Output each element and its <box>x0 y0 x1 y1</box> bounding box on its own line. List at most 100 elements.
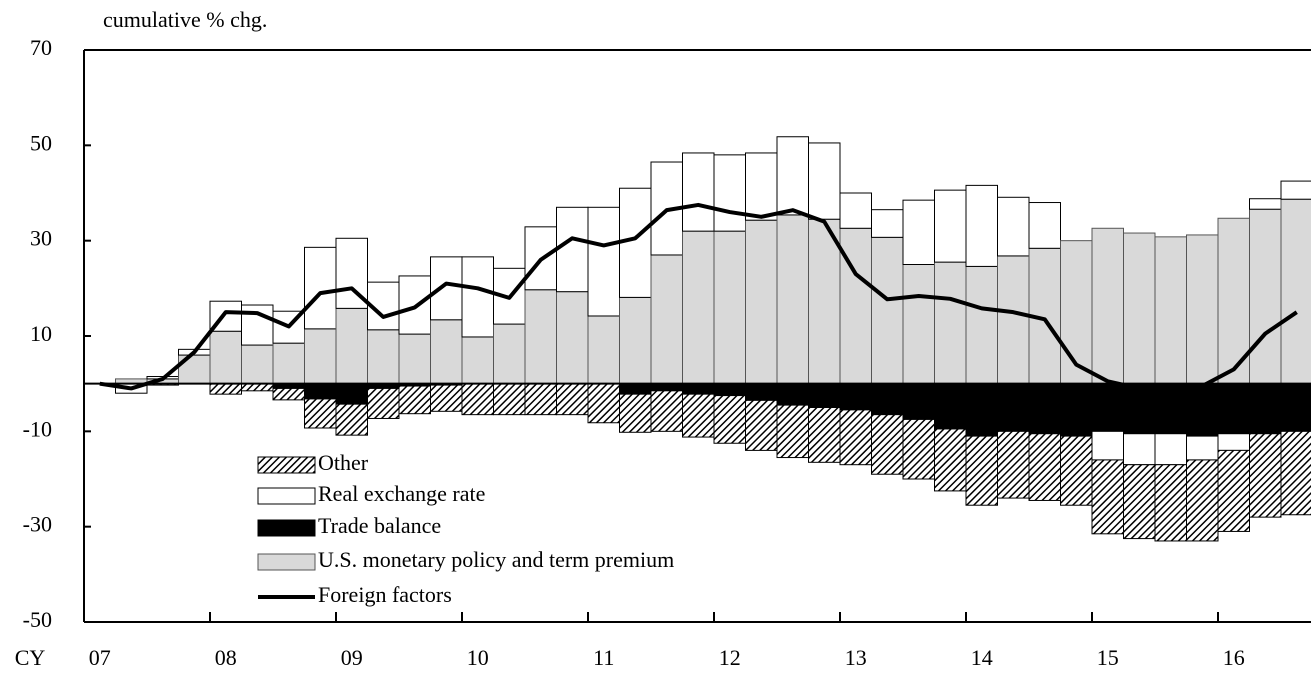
x-tick-label: 12 <box>719 645 741 670</box>
y-tick-label: 10 <box>30 321 52 346</box>
bar-segment <box>871 383 904 416</box>
bar-segment <box>902 199 935 265</box>
bar-segment <box>1028 202 1061 249</box>
legend-swatch <box>257 553 316 571</box>
bar-segment <box>335 383 368 405</box>
bar-segment <box>1091 459 1124 535</box>
bar-segment <box>1280 383 1311 432</box>
bar-segment <box>871 236 904 385</box>
bar-segment <box>776 214 809 385</box>
bar-segment <box>398 385 431 415</box>
legend-swatch <box>257 519 316 537</box>
bar-segment <box>398 333 431 385</box>
bar-segment <box>430 256 463 321</box>
bar-segment <box>934 428 967 492</box>
bar-segment <box>556 291 589 385</box>
bar-segment <box>398 275 431 335</box>
bar-segment <box>650 383 683 392</box>
bar-segment <box>1091 227 1124 385</box>
bar-segment <box>902 383 935 420</box>
bar-segment <box>1249 433 1282 518</box>
bar-segment <box>808 142 841 220</box>
bar-segment <box>209 330 242 385</box>
bar-segment <box>745 152 778 221</box>
bar-segment <box>587 383 620 424</box>
x-axis-label: CY <box>15 645 46 670</box>
bar-segment <box>493 323 526 385</box>
bar-segment <box>713 395 746 444</box>
bar-segment <box>713 383 746 397</box>
x-tick-label: 09 <box>341 645 363 670</box>
bar-segment <box>934 261 967 385</box>
bar-segment <box>1028 383 1061 435</box>
bar-segment <box>682 393 715 438</box>
bar-segment <box>524 289 557 385</box>
bar-segment <box>650 254 683 385</box>
bar-segment <box>1028 433 1061 501</box>
bar-segment <box>1123 232 1156 385</box>
legend-label: Foreign factors <box>318 582 452 607</box>
bar-segment <box>304 398 337 429</box>
bar-segment <box>1154 464 1187 542</box>
bar-segment <box>272 387 305 401</box>
bar-segment <box>367 329 400 385</box>
bar-segment <box>430 319 463 385</box>
bar-segment <box>619 296 652 385</box>
bar-segment <box>304 246 337 330</box>
bar-segment <box>556 383 589 416</box>
bar-segment <box>839 383 872 411</box>
bar-segment <box>902 418 935 480</box>
bar-segment <box>1154 236 1187 385</box>
bar-segment <box>682 152 715 232</box>
bar-segment <box>997 383 1030 432</box>
bar-segment <box>304 383 337 400</box>
bar-segment <box>1249 208 1282 385</box>
line-series <box>99 202 1298 391</box>
legend-swatch <box>257 487 316 505</box>
bar-segment <box>682 383 715 395</box>
legend-label: Real exchange rate <box>318 481 485 506</box>
bar-segment <box>556 206 589 293</box>
bar-segment <box>997 196 1030 257</box>
bar-segment <box>808 407 841 463</box>
legend-swatch <box>257 456 316 474</box>
bar-segment <box>1186 234 1219 385</box>
legend-label: U.S. monetary policy and term premium <box>318 547 674 572</box>
bar-segment <box>839 227 872 385</box>
bar-segment <box>619 393 652 433</box>
bar-segment <box>934 189 967 263</box>
bar-segment <box>745 219 778 385</box>
bar-segment <box>272 342 305 385</box>
bar-segment <box>1091 383 1124 432</box>
bar-segment <box>1154 433 1187 466</box>
bar-segment <box>934 383 967 430</box>
bar-segment <box>682 230 715 385</box>
bar-segment <box>335 403 368 436</box>
y-tick-label: -10 <box>23 416 52 441</box>
y-tick-label: -30 <box>23 512 52 537</box>
y-axis-label: cumulative % chg. <box>103 7 267 32</box>
bar-segment <box>241 344 274 385</box>
bar-segment <box>430 384 463 412</box>
bar-segment <box>871 414 904 475</box>
bar-segment <box>1280 198 1311 385</box>
bar-segment <box>493 383 526 416</box>
bar-segment <box>965 383 998 437</box>
bar-segment <box>839 409 872 466</box>
bar-segment <box>1249 383 1282 435</box>
bar-segment <box>776 383 809 406</box>
bar-segment <box>1123 383 1156 435</box>
bar-segment <box>241 383 274 392</box>
bar-segment <box>839 192 872 229</box>
bar-segment <box>1091 430 1124 461</box>
bar-segment <box>1217 449 1250 532</box>
bar-segment <box>745 399 778 451</box>
x-tick-label: 15 <box>1097 645 1119 670</box>
legend-label: Other <box>318 450 369 475</box>
bar-segment <box>965 184 998 267</box>
bar-segment <box>1186 383 1219 437</box>
bar-segment <box>1280 430 1311 516</box>
bar-segment <box>965 265 998 385</box>
bar-segment <box>524 383 557 416</box>
bar-segment <box>1060 435 1093 506</box>
